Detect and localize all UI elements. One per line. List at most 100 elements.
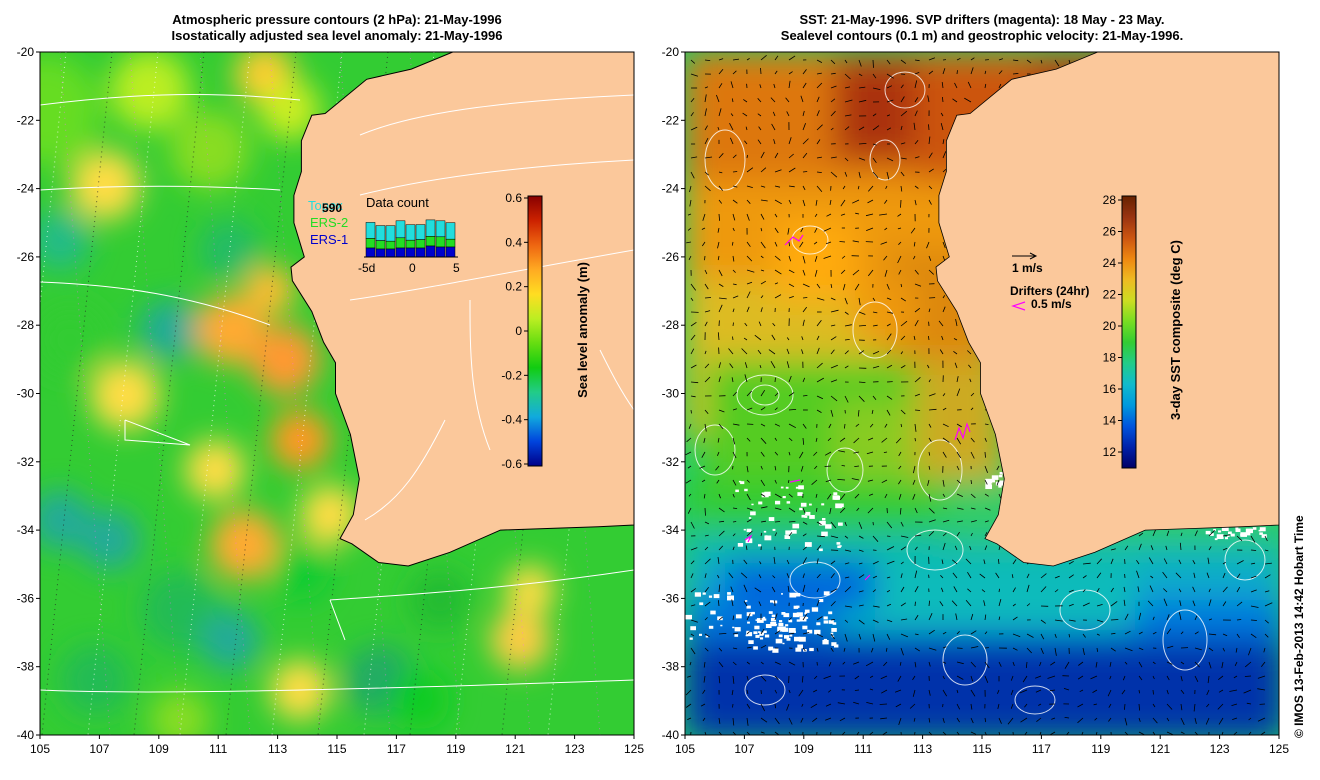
velocity-arrow: [956, 631, 960, 635]
velocity-arrow: [886, 619, 893, 623]
cloud-speck: [1214, 538, 1218, 541]
velocity-arrow: [912, 689, 916, 697]
cloud-speck: [699, 633, 702, 636]
velocity-arrow: [900, 365, 906, 369]
left-map-title: Atmospheric pressure contours (2 hPa): 2…: [40, 12, 634, 44]
cloud-speck: [791, 529, 797, 534]
velocity-arrow: [732, 70, 737, 75]
velocity-arrow: [774, 532, 778, 537]
velocity-arrow: [886, 333, 892, 341]
velocity-arrow: [900, 59, 907, 64]
velocity-arrow: [732, 675, 735, 684]
velocity-arrow: [1232, 731, 1238, 735]
velocity-arrow: [1180, 661, 1185, 665]
velocity-arrow: [774, 630, 781, 635]
cloud-speck: [785, 624, 789, 627]
velocity-arrow: [830, 336, 837, 341]
velocity-arrow: [942, 68, 946, 75]
velocity-arrow: [760, 465, 763, 470]
velocity-arrow: [1222, 561, 1226, 565]
velocity-scale-label: 1 m/s: [1012, 261, 1043, 275]
velocity-arrow: [829, 507, 832, 515]
velocity-arrow: [732, 451, 737, 459]
cloud-speck: [819, 520, 826, 526]
velocity-arrow: [1138, 661, 1143, 668]
velocity-arrow: [942, 139, 945, 145]
velocity-arrow: [1096, 587, 1100, 593]
velocity-arrow: [1138, 731, 1145, 735]
velocity-arrow: [1166, 689, 1169, 695]
velocity-arrow: [942, 451, 947, 458]
velocity-arrow: [970, 731, 977, 735]
velocity-arrow: [928, 717, 931, 723]
velocity-arrow: [732, 717, 735, 726]
colorbar-tick-label: 14: [1103, 414, 1117, 428]
velocity-arrow: [927, 95, 930, 103]
velocity-arrow: [788, 409, 797, 411]
velocity-arrow: [774, 521, 781, 523]
land-isobar: [364, 419, 446, 521]
y-tick-label: -30: [662, 387, 680, 401]
velocity-arrow: [858, 350, 865, 355]
land-isobar: [599, 349, 634, 411]
velocity-arrow: [1096, 619, 1104, 623]
cloud-speck: [797, 644, 803, 649]
cloud-speck: [823, 591, 830, 596]
cloud-speck: [783, 626, 786, 629]
land-pressure-contours: [349, 94, 634, 521]
velocity-arrow: [1082, 647, 1085, 655]
velocity-arrow: [841, 465, 846, 467]
velocity-arrow: [788, 71, 793, 75]
velocity-arrow: [928, 507, 935, 514]
velocity-arrow: [1208, 588, 1211, 593]
velocity-arrow: [928, 613, 933, 621]
velocity-arrow: [1136, 570, 1140, 579]
velocity-arrow: [1040, 573, 1047, 579]
velocity-arrow: [718, 600, 720, 607]
svp-drifter-tracks: [744, 234, 971, 581]
velocity-arrow: [701, 227, 706, 230]
velocity-arrow: [900, 185, 903, 192]
velocity-arrow: [1049, 689, 1056, 692]
velocity-arrow: [837, 479, 846, 481]
cloud-speck: [758, 544, 762, 547]
velocity-arrow: [970, 630, 977, 635]
velocity-arrow: [900, 618, 908, 621]
velocity-arrow: [730, 113, 734, 117]
count-bar-topex: [385, 225, 396, 242]
velocity-arrow: [956, 451, 962, 459]
sealevel-contour: [826, 447, 864, 493]
velocity-arrow: [788, 717, 793, 725]
velocity-arrow: [844, 521, 847, 527]
velocity-arrow: [1035, 689, 1042, 693]
velocity-arrow: [844, 324, 852, 327]
velocity-arrow: [802, 269, 806, 276]
velocity-arrow: [690, 73, 699, 77]
velocity-arrow: [970, 437, 975, 443]
velocity-arrow: [715, 465, 720, 471]
velocity-arrow: [967, 81, 972, 89]
cloud-speck: [782, 496, 786, 499]
velocity-arrow: [786, 559, 790, 565]
velocity-arrow: [881, 479, 888, 484]
velocity-arrow: [1051, 717, 1056, 720]
velocity-arrow: [757, 113, 762, 117]
velocity-arrow: [1110, 558, 1114, 565]
velocity-arrow: [942, 519, 950, 523]
velocity-arrow: [872, 535, 879, 542]
cloud-speck: [822, 518, 826, 521]
velocity-arrow: [858, 86, 866, 89]
velocity-arrow: [928, 308, 931, 313]
velocity-arrow: [852, 269, 860, 276]
velocity-arrow: [886, 114, 891, 117]
velocity-arrow: [718, 269, 723, 277]
velocity-arrow: [872, 157, 877, 164]
velocity-arrow: [801, 675, 804, 683]
velocity-arrow: [1138, 631, 1143, 635]
velocity-arrow: [816, 588, 820, 593]
x-tick-label: 105: [30, 742, 50, 756]
velocity-arrow: [1179, 600, 1182, 607]
velocity-arrow: [830, 110, 836, 117]
velocity-arrow: [826, 213, 832, 217]
velocity-arrow: [732, 154, 737, 159]
